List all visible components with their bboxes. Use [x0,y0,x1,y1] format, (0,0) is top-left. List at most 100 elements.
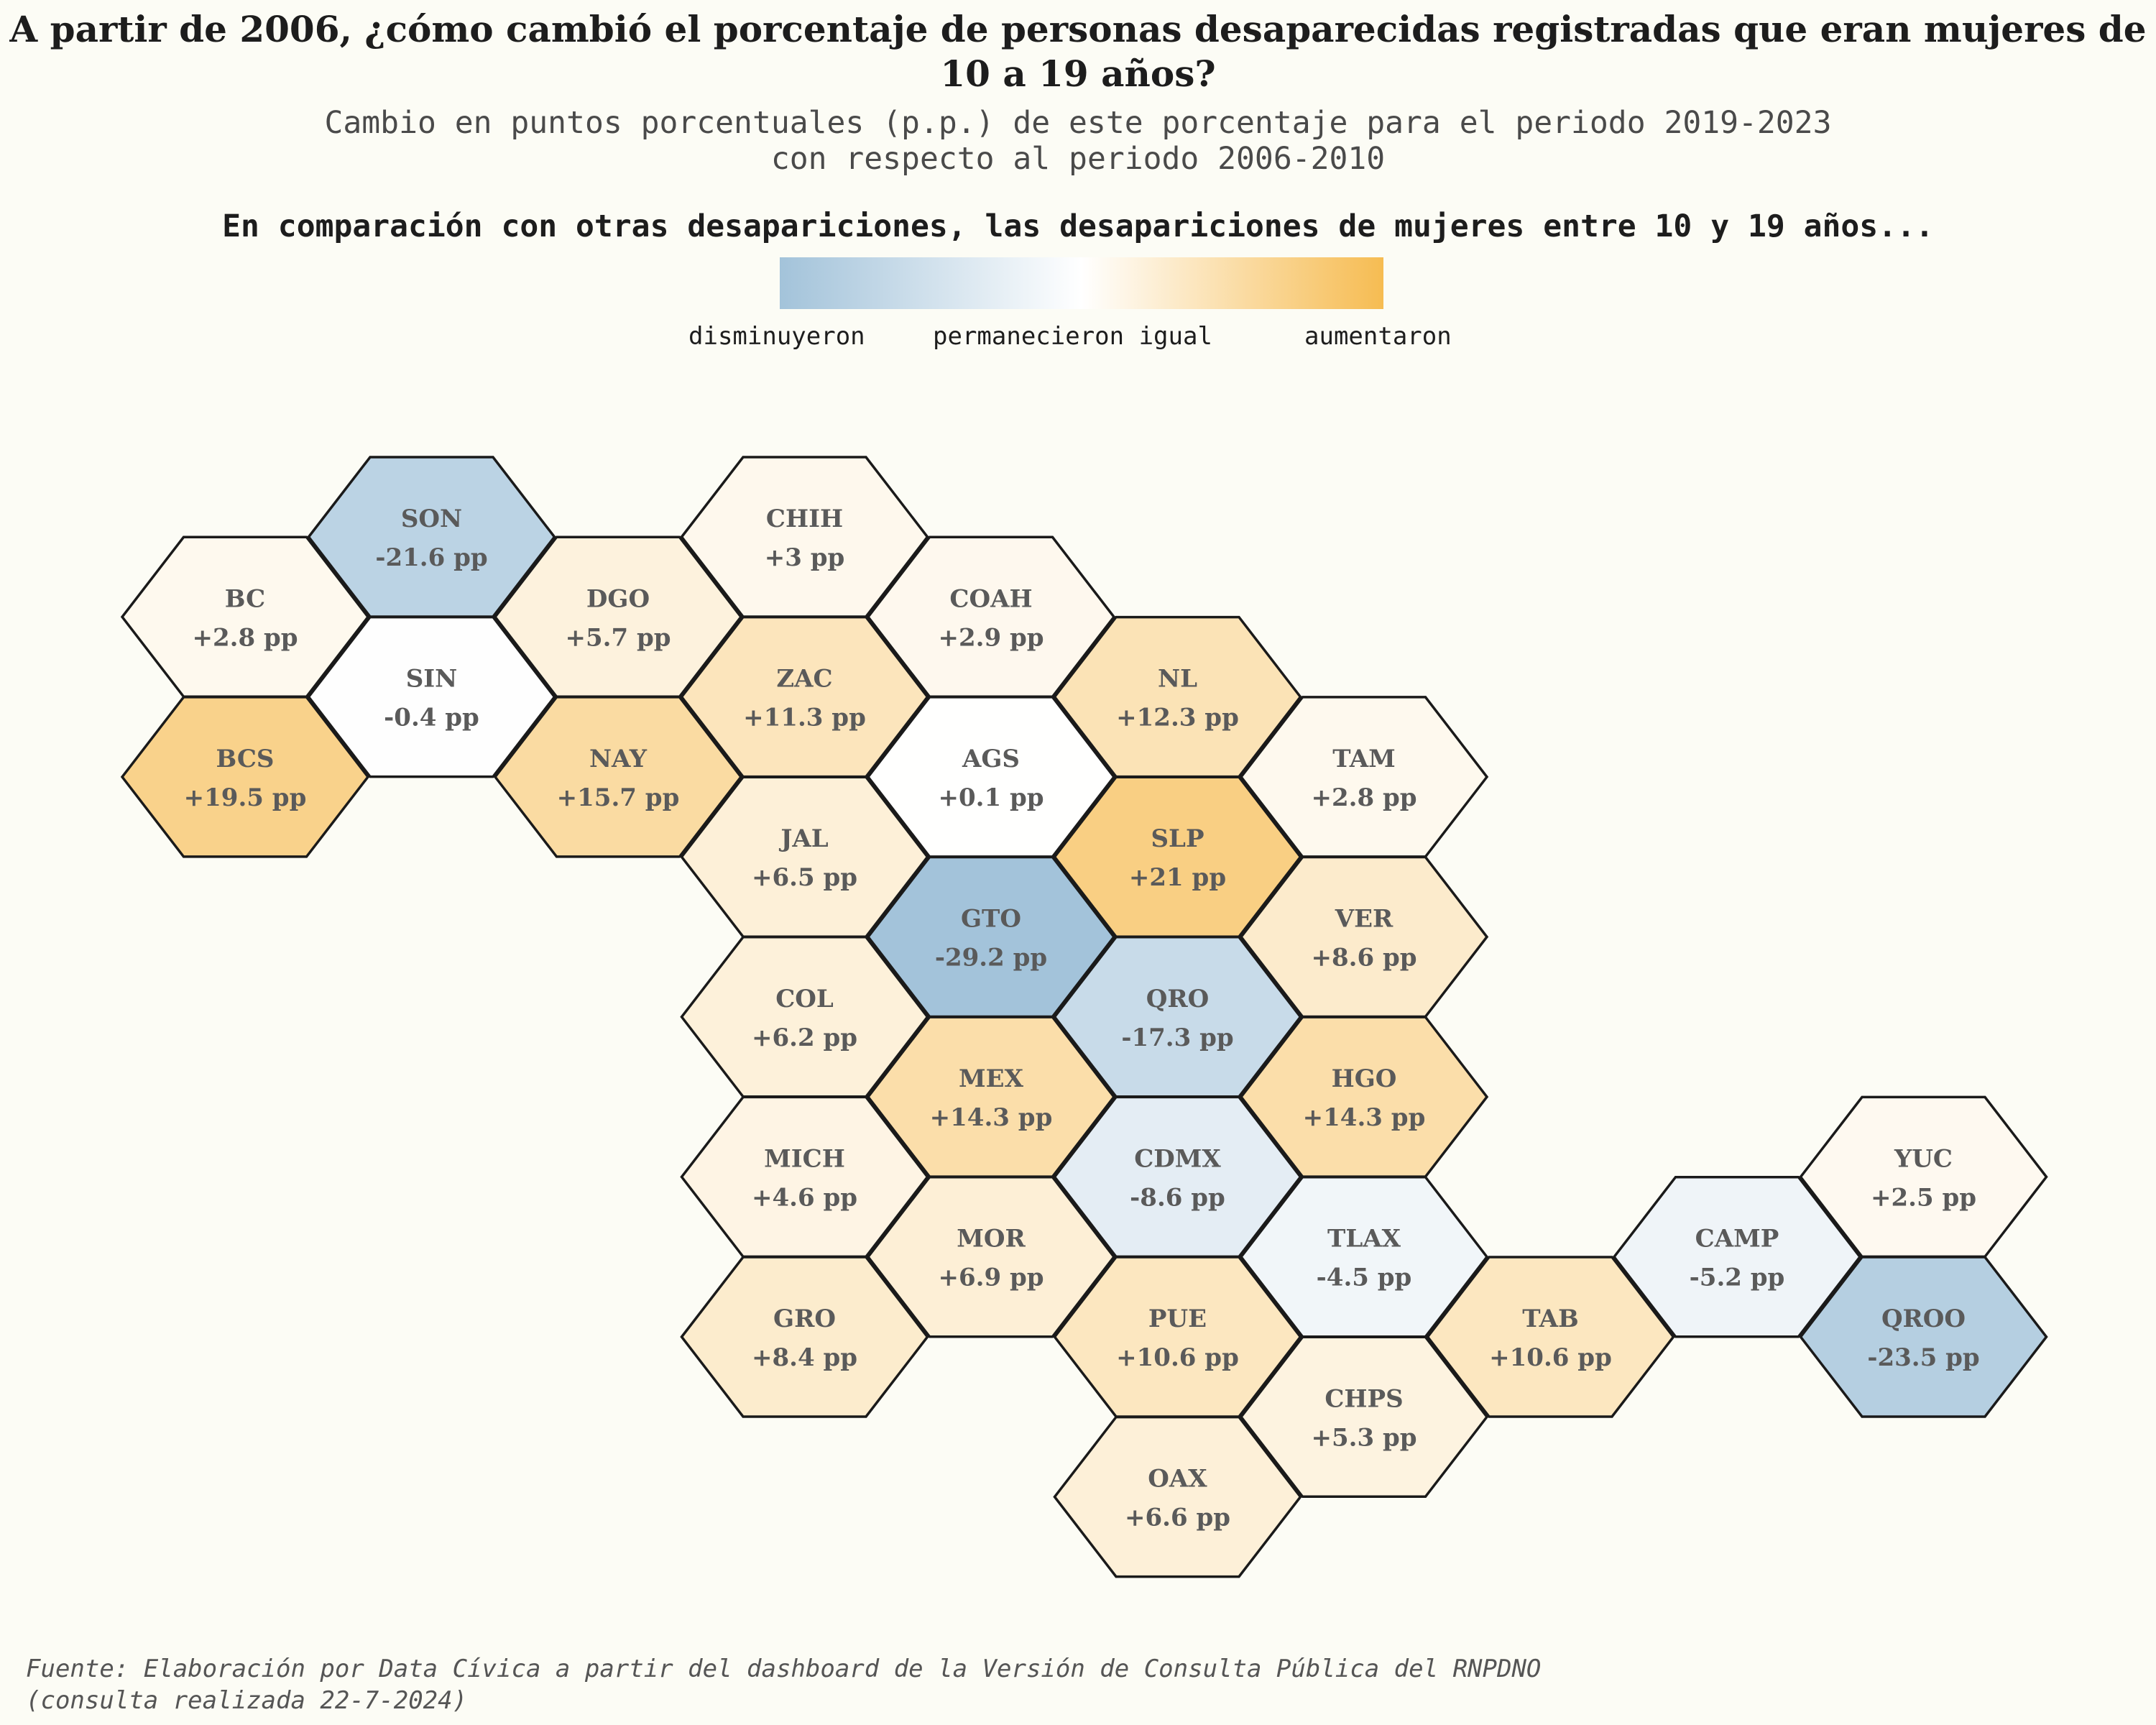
state-change-value: +15.7 pp [557,783,680,812]
hex-shape [120,696,370,858]
legend-label-mid: permanecieron igual [933,322,1212,351]
state-abbr: VER [1335,905,1393,934]
hex-mor: MOR +6.9 pp [866,1175,1116,1338]
hex-oax: OAX +6.6 pp [1053,1415,1302,1578]
state-abbr: PUE [1148,1305,1207,1333]
state-abbr: TAB [1522,1305,1579,1333]
color-legend-bar [780,257,1383,309]
state-change-value: -29.2 pp [935,944,1047,972]
state-change-value: +6.9 pp [938,1264,1044,1292]
state-abbr: CHPS [1325,1384,1403,1413]
hex-shape [680,1256,929,1418]
state-change-value: -23.5 pp [1867,1343,1979,1372]
hex-chih: CHIH +3 pp [680,456,929,618]
state-change-value: -17.3 pp [1121,1024,1233,1052]
hex-hgo: HGO +14.3 pp [1239,1016,1489,1178]
hex-yuc: YUC +2.5 pp [1799,1095,2048,1259]
state-change-value: -4.5 pp [1317,1264,1412,1292]
hex-shape [1426,1256,1675,1418]
state-change-value: +6.2 pp [752,1024,857,1052]
state-abbr: BC [225,584,265,613]
hex-shape [307,615,556,778]
hex-nay: NAY +15.7 pp [493,696,743,858]
state-abbr: GTO [961,905,1021,934]
hex-shape [1239,1335,1489,1499]
state-abbr: QRO [1146,985,1210,1013]
hex-cdmx: CDMX -8.6 pp [1053,1095,1302,1259]
state-abbr: GRO [773,1305,836,1333]
state-abbr: COAH [949,584,1032,613]
state-abbr: CDMX [1134,1144,1221,1173]
legend-label-low: disminuyeron [688,322,865,351]
hex-qroo: QROO -23.5 pp [1799,1256,2048,1418]
state-abbr: CHIH [766,505,843,533]
state-abbr: YUC [1894,1144,1953,1173]
legend-label-high: aumentaron [1304,322,1452,351]
state-abbr: MOR [957,1225,1026,1254]
state-change-value: +12.3 pp [1116,704,1239,732]
state-change-value: +10.6 pp [1489,1343,1612,1372]
hex-tab: TAB +10.6 pp [1426,1256,1675,1418]
state-change-value: +14.3 pp [1303,1103,1426,1132]
state-change-value: +2.8 pp [1311,783,1416,812]
state-change-value: +8.6 pp [1311,944,1416,972]
hex-shape [1053,1415,1302,1578]
state-abbr: NAY [589,745,648,773]
state-abbr: JAL [778,824,828,853]
state-change-value: -21.6 pp [375,543,487,572]
hex-nl: NL +12.3 pp [1053,615,1302,778]
state-change-value: +21 pp [1129,863,1226,892]
subtitle-line-2: con respecto al periodo 2006-2010 [770,141,1386,177]
hex-ags: AGS +0.1 pp [866,696,1116,858]
state-abbr: TLAX [1327,1225,1401,1254]
state-abbr: MEX [959,1064,1024,1093]
chart-subtitle: Cambio en puntos porcentuales (p.p.) de … [0,105,2156,177]
hex-zac: ZAC +11.3 pp [680,615,929,778]
hex-camp: CAMP -5.2 pp [1612,1175,1862,1338]
hex-tam: TAM +2.8 pp [1239,696,1489,858]
state-change-value: +19.5 pp [184,783,307,812]
hex-qro: QRO -17.3 pp [1053,936,1302,1098]
source-line-1: Fuente: Elaboración por Data Cívica a pa… [26,1655,1542,1683]
state-change-value: -0.4 pp [384,704,479,732]
state-change-value: -5.2 pp [1690,1264,1785,1292]
state-abbr: DGO [586,584,650,613]
state-abbr: COL [775,985,834,1013]
hex-mich: MICH +4.6 pp [680,1095,929,1259]
state-abbr: ZAC [776,665,832,694]
state-abbr: NL [1158,665,1197,694]
hex-shape [493,696,743,858]
state-change-value: +6.6 pp [1125,1504,1230,1532]
state-abbr: TAM [1332,745,1395,773]
hex-shape [1799,1256,2048,1418]
chart-title: A partir de 2006, ¿cómo cambió el porcen… [9,8,2147,95]
state-change-value: +8.4 pp [752,1343,857,1372]
state-change-value: +2.5 pp [1871,1183,1976,1212]
subtitle-line-1: Cambio en puntos porcentuales (p.p.) de … [324,105,1832,141]
state-abbr: QROO [1881,1305,1966,1333]
hex-gro: GRO +8.4 pp [680,1256,929,1418]
state-abbr: HGO [1332,1064,1397,1093]
state-change-value: +4.6 pp [752,1183,857,1212]
state-change-value: +2.8 pp [192,623,298,652]
state-abbr: OAX [1148,1465,1207,1494]
state-change-value: +0.1 pp [938,783,1044,812]
state-change-value: -8.6 pp [1130,1183,1225,1212]
hex-son: SON -21.6 pp [307,456,556,618]
source-note: Fuente: Elaboración por Data Cívica a pa… [26,1653,1541,1716]
state-change-value: +3 pp [765,543,845,572]
hex-pue: PUE +10.6 pp [1053,1256,1302,1418]
state-abbr: SIN [406,665,458,694]
hex-chps: CHPS +5.3 pp [1239,1335,1489,1499]
hex-dgo: DGO +5.7 pp [493,535,743,699]
hex-ver: VER +8.6 pp [1239,855,1489,1018]
state-change-value: +5.7 pp [565,623,671,652]
legend-question: En comparación con otras desapariciones,… [222,208,1934,244]
state-change-value: +2.9 pp [938,623,1044,652]
state-abbr: CAMP [1695,1225,1779,1254]
hex-tlax: TLAX -4.5 pp [1239,1175,1489,1338]
hex-bcs: BCS +19.5 pp [120,696,370,858]
state-change-value: +6.5 pp [752,863,857,892]
hex-jal: JAL +6.5 pp [680,776,929,938]
